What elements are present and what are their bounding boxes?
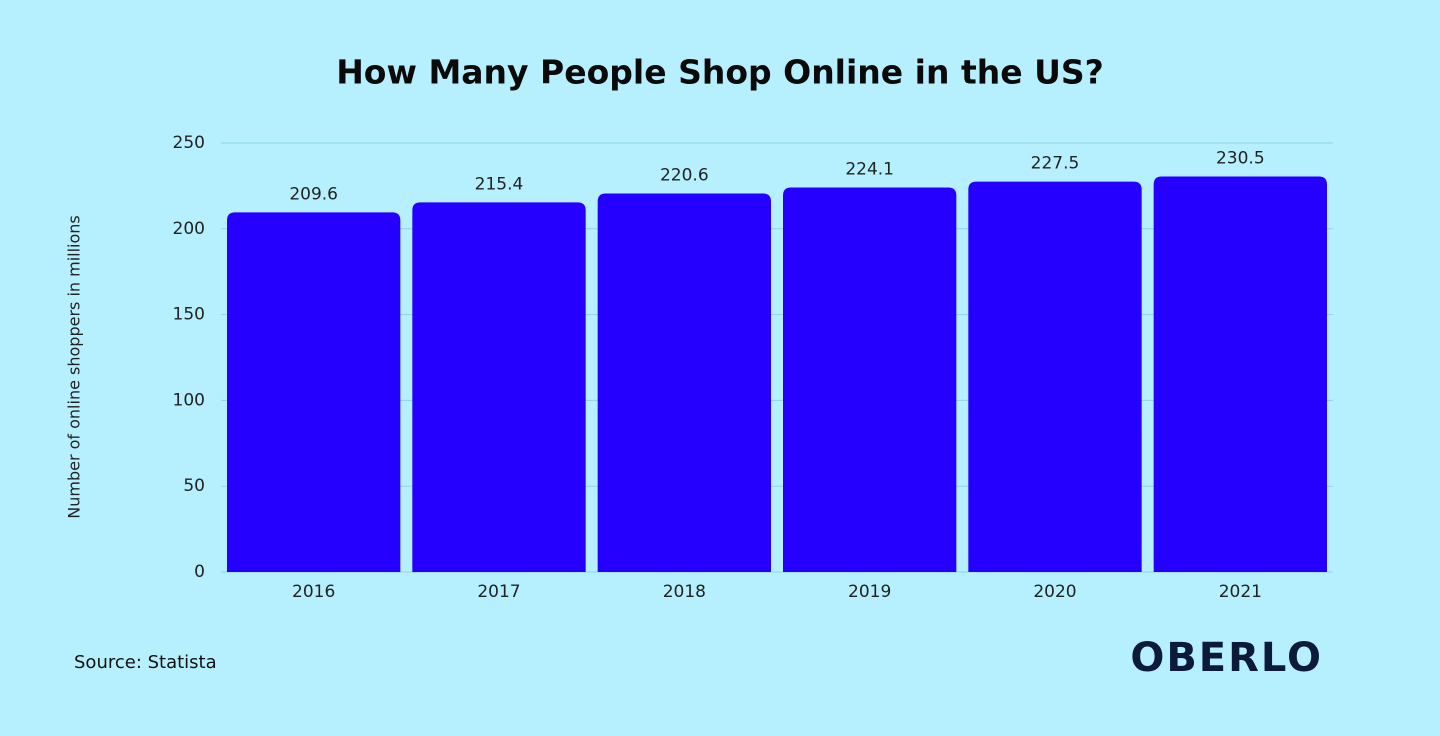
source-note: Source: Statista bbox=[74, 652, 217, 673]
y-tick-label: 0 bbox=[194, 562, 205, 582]
value-label: 227.5 bbox=[1031, 154, 1080, 174]
bar bbox=[783, 187, 957, 572]
y-tick-label: 50 bbox=[183, 476, 205, 496]
value-label: 230.5 bbox=[1216, 148, 1265, 168]
y-tick-label: 250 bbox=[173, 133, 205, 153]
value-label: 209.6 bbox=[289, 184, 338, 204]
y-tick-label: 100 bbox=[173, 390, 205, 410]
bar bbox=[1153, 176, 1327, 572]
bar bbox=[968, 181, 1142, 573]
value-label: 224.1 bbox=[845, 159, 894, 179]
bar bbox=[412, 202, 586, 572]
x-tick-label: 2020 bbox=[1033, 582, 1076, 602]
bar bbox=[227, 212, 401, 572]
chart-title: How Many People Shop Online in the US? bbox=[336, 53, 1104, 92]
y-tick-label: 200 bbox=[173, 219, 205, 239]
value-label: 220.6 bbox=[660, 165, 709, 185]
y-tick-label: 150 bbox=[173, 305, 205, 325]
x-tick-label: 2019 bbox=[848, 582, 891, 602]
x-tick-label: 2017 bbox=[477, 582, 520, 602]
bar bbox=[597, 193, 771, 573]
y-axis-label: Number of online shoppers in millions bbox=[65, 215, 84, 518]
x-tick-label: 2018 bbox=[663, 582, 706, 602]
logo: OBERLO bbox=[1130, 635, 1323, 681]
x-tick-label: 2021 bbox=[1219, 582, 1262, 602]
value-label: 215.4 bbox=[475, 174, 524, 194]
x-tick-label: 2016 bbox=[292, 582, 335, 602]
